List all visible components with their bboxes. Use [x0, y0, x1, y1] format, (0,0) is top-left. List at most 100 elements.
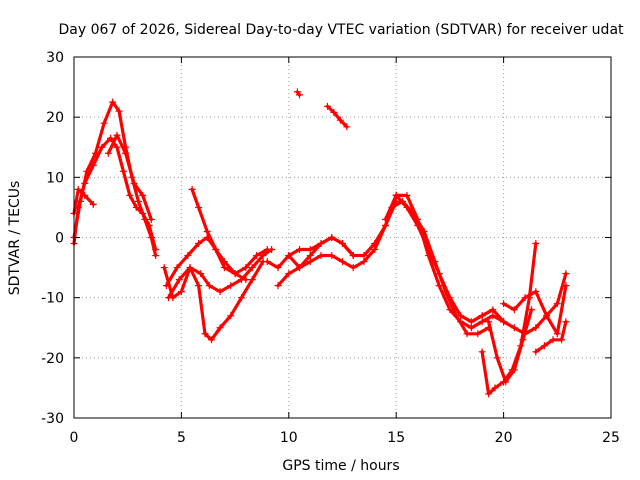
- series-11: [285, 234, 357, 272]
- x-tick-label: 10: [280, 430, 298, 446]
- data-point-marker: [403, 203, 411, 211]
- data-point-marker: [403, 191, 411, 199]
- data-point-marker: [216, 324, 224, 332]
- data-point-marker: [89, 161, 97, 169]
- data-point-marker: [231, 270, 239, 278]
- x-tick-label: 25: [602, 430, 620, 446]
- chart-title: Day 067 of 2026, Sidereal Day-to-day VTE…: [58, 22, 624, 38]
- data-point-marker: [285, 270, 293, 278]
- data-point-marker: [553, 300, 561, 308]
- data-point-marker: [195, 282, 203, 290]
- data-point-marker: [126, 191, 134, 199]
- data-point-marker: [532, 240, 540, 248]
- data-point-marker: [457, 312, 465, 320]
- data-point-marker: [152, 252, 160, 260]
- data-point-marker: [339, 240, 346, 248]
- data-point-marker: [336, 116, 344, 124]
- series-2: [70, 134, 160, 254]
- data-point-marker: [242, 264, 250, 272]
- data-point-marker: [330, 108, 338, 116]
- data-point-marker: [107, 134, 115, 142]
- series-line: [480, 241, 538, 396]
- data-point-marker: [306, 258, 314, 266]
- data-point-marker: [147, 215, 155, 223]
- data-point-marker: [510, 306, 518, 314]
- data-point-marker: [296, 246, 304, 254]
- data-point-marker: [360, 252, 368, 260]
- data-point-marker: [81, 179, 89, 187]
- data-point-marker: [139, 209, 147, 217]
- data-point-marker: [104, 149, 112, 157]
- data-point-marker: [521, 330, 529, 338]
- series-13: [323, 102, 351, 131]
- y-tick-label: 0: [55, 231, 64, 247]
- axis-ticks: 0 5 10 15 20 25 -30 -20 -10 0 10 20 30: [41, 50, 620, 446]
- data-point-marker: [227, 282, 235, 290]
- data-point-marker: [306, 252, 314, 260]
- data-point-marker: [424, 246, 432, 254]
- series-7: [165, 246, 276, 302]
- data-point-marker: [414, 221, 422, 229]
- data-point-marker: [98, 143, 106, 151]
- y-tick-label: -10: [41, 291, 64, 307]
- x-tick-label: 15: [387, 430, 405, 446]
- data-point-marker: [349, 252, 357, 260]
- data-point-marker: [220, 264, 228, 272]
- data-point-marker: [500, 300, 508, 308]
- series-8: [188, 185, 250, 284]
- data-point-marker: [152, 246, 160, 254]
- series-line: [325, 104, 349, 129]
- data-point-marker: [323, 102, 331, 110]
- data-point-marker: [306, 246, 314, 254]
- data-point-marker: [474, 330, 482, 338]
- data-point-marker: [543, 312, 551, 320]
- data-point-marker: [184, 252, 192, 260]
- series-12: [293, 88, 304, 99]
- y-tick-label: -20: [41, 351, 64, 367]
- data-point-marker: [392, 191, 400, 199]
- data-point-marker: [248, 276, 256, 284]
- data-point-marker: [489, 312, 497, 320]
- data-point-marker: [360, 258, 368, 266]
- data-point-marker: [510, 366, 518, 374]
- data-point-marker: [74, 185, 82, 193]
- data-point-marker: [160, 264, 168, 272]
- data-point-marker: [242, 276, 250, 284]
- x-axis-title: GPS time / hours: [282, 458, 399, 474]
- data-point-marker: [197, 270, 205, 278]
- data-point-marker: [467, 318, 475, 326]
- data-point-marker: [478, 312, 486, 320]
- y-tick-label: 30: [46, 50, 64, 66]
- data-point-marker: [558, 336, 566, 344]
- data-point-marker: [562, 270, 570, 278]
- data-point-marker: [540, 342, 548, 350]
- data-point-marker: [489, 306, 497, 314]
- data-point-marker: [349, 264, 357, 272]
- data-point-marker: [532, 348, 540, 356]
- series-20: [500, 282, 570, 338]
- data-point-marker: [521, 294, 529, 302]
- data-series: [70, 88, 570, 398]
- series-line: [276, 199, 398, 288]
- data-point-marker: [186, 264, 194, 272]
- y-tick-label: -30: [41, 411, 64, 427]
- data-point-marker: [89, 200, 97, 208]
- data-point-marker: [510, 324, 518, 332]
- data-point-marker: [285, 252, 293, 260]
- data-point-marker: [328, 234, 336, 241]
- data-point-marker: [274, 282, 282, 290]
- x-tick-label: 0: [70, 430, 79, 446]
- data-point-marker: [528, 306, 536, 314]
- series-5: [160, 258, 267, 344]
- data-point-marker: [500, 318, 508, 326]
- data-point-marker: [248, 264, 256, 272]
- data-point-marker: [317, 252, 325, 260]
- data-point-marker: [296, 91, 304, 99]
- y-tick-label: 10: [46, 170, 64, 186]
- data-point-marker: [203, 227, 211, 235]
- series-19: [478, 270, 570, 338]
- data-point-marker: [115, 107, 123, 115]
- data-point-marker: [201, 330, 209, 338]
- x-tick-label: 5: [177, 430, 186, 446]
